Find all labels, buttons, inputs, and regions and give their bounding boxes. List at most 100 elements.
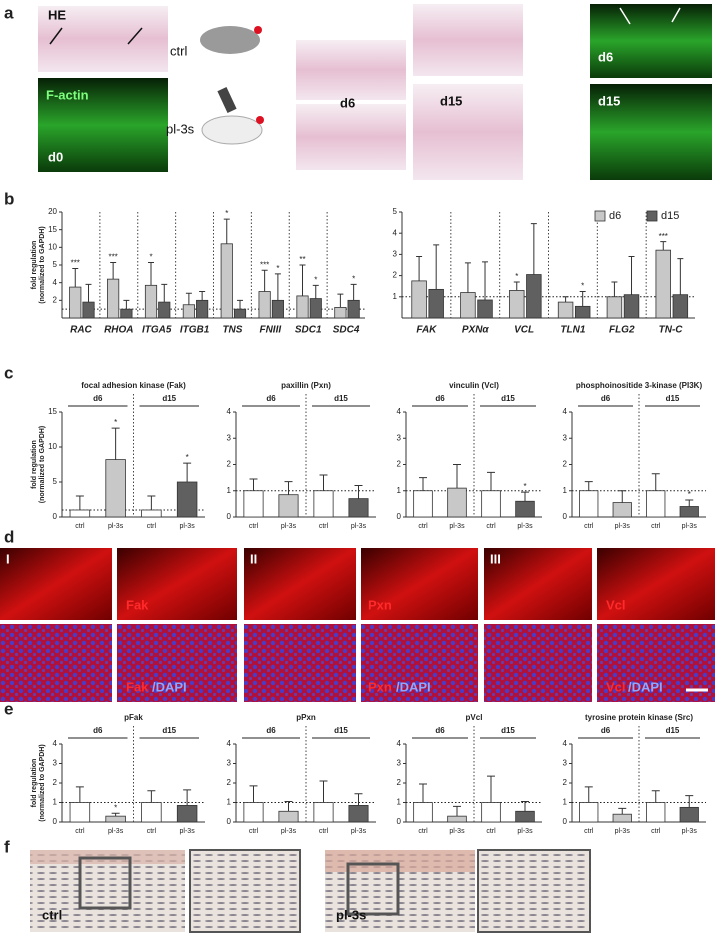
bar bbox=[526, 274, 542, 319]
x-tick-label: ctrl bbox=[319, 828, 329, 835]
error-bar bbox=[123, 299, 130, 310]
arrow bbox=[671, 7, 681, 23]
bar bbox=[411, 280, 427, 319]
x-tick-label: pl-3s bbox=[615, 828, 631, 835]
bar bbox=[612, 813, 632, 823]
error-bar bbox=[618, 807, 627, 815]
x-tick-label: ctrl bbox=[147, 828, 157, 835]
annotation: * bbox=[523, 482, 526, 491]
panel-label: d bbox=[4, 527, 14, 546]
error-bar bbox=[651, 790, 660, 803]
image bbox=[117, 624, 237, 702]
annotation: ** bbox=[299, 255, 305, 264]
x-tick-label: ctrl bbox=[584, 523, 594, 530]
annotation: * bbox=[688, 490, 691, 499]
x-tick-label: ctrl bbox=[418, 523, 428, 530]
annotation: *** bbox=[71, 259, 80, 268]
y-tick-label: 4 bbox=[397, 739, 402, 748]
bar bbox=[672, 294, 689, 319]
image bbox=[477, 849, 591, 933]
y-tick-label: 0 bbox=[53, 817, 58, 826]
mouse bbox=[201, 115, 263, 145]
x-tick-label: FAK bbox=[416, 325, 437, 336]
bar bbox=[182, 304, 195, 319]
panel-label: f bbox=[4, 837, 10, 856]
y-tick-label: 0 bbox=[563, 817, 568, 826]
legend-swatch bbox=[646, 210, 658, 222]
error-bar bbox=[685, 795, 694, 808]
device bbox=[217, 87, 237, 113]
y-axis-label: (normalized to GAPDH) bbox=[39, 426, 46, 503]
error-bar bbox=[628, 256, 635, 295]
image bbox=[38, 6, 168, 72]
image bbox=[244, 624, 356, 702]
y-tick-label: 10 bbox=[48, 442, 57, 451]
marker-label: Vcl bbox=[606, 597, 626, 612]
x-tick-label: ctrl bbox=[147, 523, 157, 530]
image bbox=[296, 40, 406, 100]
y-tick-label: 4 bbox=[227, 739, 232, 748]
bar bbox=[278, 494, 299, 518]
chart-title: pFak bbox=[124, 713, 143, 722]
mouse bbox=[200, 26, 260, 54]
bar bbox=[309, 298, 322, 319]
marker-label: Pxn bbox=[368, 679, 392, 694]
bar bbox=[107, 278, 120, 319]
annotation: * bbox=[515, 272, 518, 281]
bar bbox=[447, 815, 467, 823]
error-bar bbox=[677, 258, 684, 295]
error-bar bbox=[312, 284, 319, 299]
row-label: III bbox=[490, 551, 501, 566]
chart-title: vinculin (Vcl) bbox=[449, 381, 499, 390]
annotation: * bbox=[276, 264, 279, 273]
bar bbox=[334, 306, 347, 319]
x-tick-label: pl-3s bbox=[682, 523, 698, 530]
x-tick-label: pl-3s bbox=[108, 523, 124, 530]
y-tick-label: 3 bbox=[397, 433, 402, 442]
bar bbox=[243, 490, 264, 518]
bar bbox=[271, 299, 284, 319]
bar bbox=[141, 509, 162, 518]
error-bar bbox=[299, 264, 306, 296]
error-bar bbox=[584, 786, 593, 803]
arrow bbox=[127, 27, 143, 45]
marker-label: Vcl bbox=[606, 679, 626, 694]
group-label: d6 bbox=[266, 394, 276, 403]
error-bar bbox=[464, 262, 471, 293]
y-tick-label: 2 bbox=[397, 778, 402, 787]
image bbox=[484, 624, 592, 702]
image-label: pl-3s bbox=[336, 907, 366, 922]
group-label: d6 bbox=[266, 726, 276, 735]
bar bbox=[481, 490, 501, 518]
x-tick-label: pl-3s bbox=[615, 523, 631, 530]
y-tick-label: 0 bbox=[397, 512, 402, 521]
y-tick-label: 4 bbox=[397, 407, 402, 416]
bar bbox=[477, 299, 493, 319]
legend-label: d6 bbox=[609, 210, 621, 222]
error-bar bbox=[183, 789, 192, 806]
y-tick-label: 15 bbox=[48, 225, 57, 234]
marker-label: Pxn bbox=[368, 597, 392, 612]
error-bar bbox=[147, 790, 156, 803]
group-label: d6 bbox=[601, 726, 611, 735]
x-tick-label: pl-3s bbox=[351, 828, 367, 835]
error-bar bbox=[148, 262, 155, 286]
error-bar bbox=[72, 268, 79, 288]
zoom-box bbox=[78, 856, 132, 910]
error-bar bbox=[562, 296, 569, 303]
legend-label: d15 bbox=[661, 210, 679, 222]
bar bbox=[679, 506, 699, 518]
group-label: d6 bbox=[93, 394, 103, 403]
error-bar bbox=[161, 283, 168, 303]
error-bar bbox=[111, 427, 120, 460]
y-tick-label: 5 bbox=[53, 477, 58, 486]
error-bar bbox=[319, 474, 328, 491]
y-tick-label: 3 bbox=[227, 759, 232, 768]
chart-title: paxillin (Pxn) bbox=[281, 381, 331, 390]
image bbox=[597, 548, 715, 620]
x-tick-label: ctrl bbox=[249, 828, 259, 835]
group-label: d15 bbox=[162, 394, 176, 403]
panel-label: b bbox=[4, 189, 14, 208]
image-label: F-actin bbox=[46, 87, 89, 102]
chart-title: phosphoinositide 3-kinase (PI3K) bbox=[576, 381, 703, 390]
